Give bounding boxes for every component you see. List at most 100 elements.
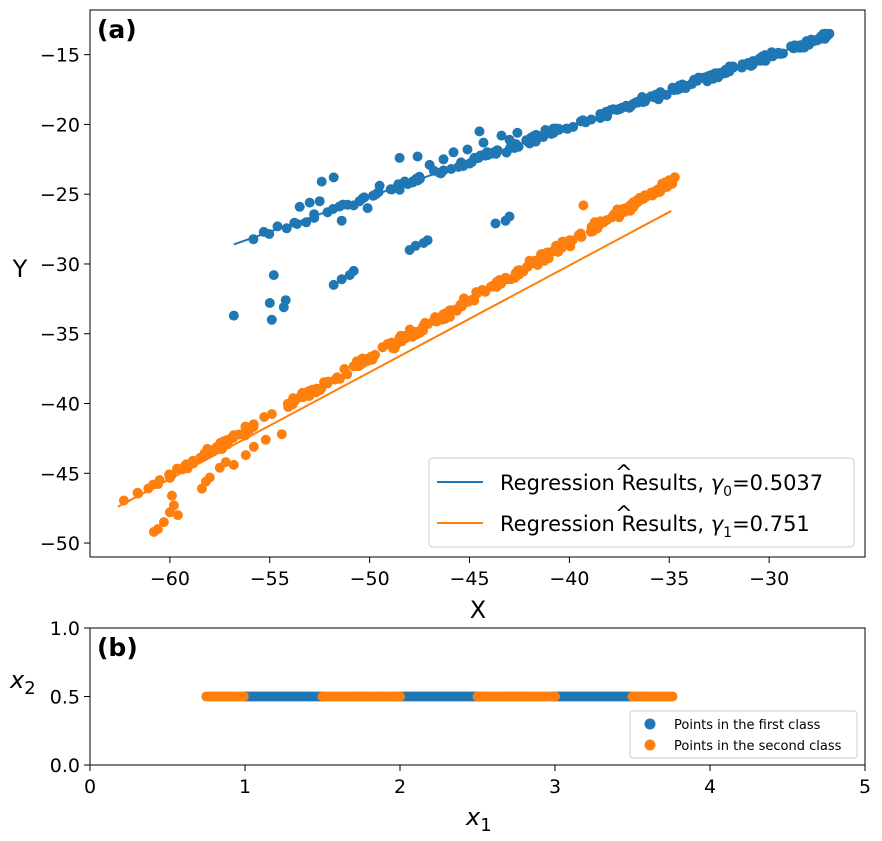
scatter-point (628, 201, 639, 212)
scatter-point (438, 309, 449, 320)
scatter-point (423, 319, 434, 329)
scatter-point (374, 180, 385, 191)
y-tick-label: −30 (40, 254, 80, 276)
scatter-point (667, 691, 678, 702)
x-tick-label: 3 (549, 776, 561, 798)
y-tick-label: −25 (40, 184, 80, 206)
panel-a-x-axis-label: X (470, 596, 486, 624)
scatter-point (553, 241, 564, 252)
scatter-point (336, 215, 347, 226)
scatter-point (336, 274, 347, 285)
scatter-point (412, 151, 423, 162)
scatter-point (504, 134, 515, 145)
y-tick-label: 1.0 (50, 618, 80, 640)
panel-b-points (201, 691, 678, 702)
legend-label-first-class: Points in the first class (674, 718, 821, 733)
scatter-point (202, 443, 213, 454)
scatter-point (550, 691, 560, 702)
scatter-point (315, 385, 325, 396)
panel-b-x-ticks: 0 1 2 3 4 5 (84, 765, 871, 798)
scatter-point (328, 172, 339, 183)
scatter-point (448, 305, 459, 315)
scatter-point (448, 147, 459, 158)
x-tick-label: −30 (749, 568, 789, 590)
scatter-point (377, 342, 388, 353)
scatter-point (294, 201, 305, 212)
scatter-point (248, 419, 259, 430)
scatter-point (284, 400, 295, 410)
scatter-point (240, 450, 251, 461)
regression-line-0 (233, 32, 834, 246)
scatter-point (575, 229, 586, 240)
scatter-point (166, 490, 177, 501)
scatter-point (212, 443, 223, 454)
y-tick-label: 0.5 (50, 687, 80, 709)
scatter-point (204, 472, 215, 483)
x-tick-label: −60 (150, 568, 190, 590)
scatter-point (228, 310, 239, 321)
x-tick-label: 4 (704, 776, 716, 798)
scatter-point (228, 459, 239, 470)
legend-label-regression-1: Regression Results, γ1=0.751 (500, 512, 810, 541)
scatter-point (598, 217, 609, 228)
scatter-point (462, 144, 473, 155)
scatter-point (430, 312, 441, 323)
scatter-point (386, 337, 397, 348)
panel-a-legend: Regression Results, γ0=0.5037 ^ Regressi… (428, 457, 855, 548)
x-tick-label: −35 (649, 568, 689, 590)
scatter-point (512, 127, 523, 138)
scatter-point (238, 691, 249, 702)
scatter-point (370, 349, 380, 360)
scatter-point (316, 176, 327, 187)
scatter-point (478, 137, 489, 148)
x-tick-label: −50 (350, 568, 390, 590)
scatter-point (304, 391, 315, 401)
panel-a-frame (89, 9, 866, 558)
scatter-point (266, 409, 277, 420)
x-tick-label: −45 (449, 568, 489, 590)
scatter-point (395, 691, 405, 702)
scatter-point (422, 235, 433, 246)
scatter-point (664, 175, 675, 186)
scatter-point (606, 212, 617, 223)
panel-a-x-ticks: −60 −55 −50 −45 −40 −35 −30 (150, 557, 789, 590)
panel-a-label: (a) (97, 15, 137, 44)
scatter-point (259, 412, 270, 422)
scatter-point (314, 196, 325, 207)
legend-label-second-class: Points in the second class (674, 739, 842, 754)
panel-b-x-axis-label: x1 (465, 803, 492, 836)
scatter-point (540, 125, 551, 135)
scatter-point (304, 197, 315, 208)
scatter-point (496, 130, 507, 141)
panel-b: 0 1 2 3 4 5 0.0 0.5 1.0 (b) x1 x2 Points in the… (9, 618, 871, 836)
scatter-point (348, 265, 359, 276)
scatter-point (524, 255, 535, 266)
scatter-point (248, 441, 259, 452)
legend-label-regression-0: Regression Results, γ0=0.5037 (500, 471, 823, 500)
legend-hat-0: ^ (615, 461, 633, 485)
scatter-point (268, 270, 279, 281)
scatter-point (172, 510, 183, 521)
panel-a: −60 −55 −50 −45 −40 −35 −30 −50 −45 −40 −35 −30 −25… (12, 9, 866, 624)
legend-marker-first-class (644, 718, 656, 730)
panel-a-regression-lines (117, 32, 834, 508)
panel-b-y-axis-label: x2 (9, 666, 36, 699)
scatter-point (168, 500, 179, 511)
legend-hat-1: ^ (615, 502, 633, 526)
scatter-point (474, 126, 485, 137)
panel-b-legend-box (629, 710, 858, 759)
panel-b-label: (b) (97, 633, 138, 662)
scatter-point (158, 517, 169, 528)
scatter-point (276, 429, 287, 440)
scatter-point (342, 369, 353, 380)
scatter-point (394, 152, 405, 163)
x-tick-label: 5 (859, 776, 871, 798)
scatter-point (328, 279, 339, 290)
scatter-point (404, 324, 415, 335)
scatter-point (537, 251, 548, 262)
scatter-point (260, 434, 271, 445)
panel-a-legend-box (428, 457, 855, 548)
y-tick-label: −35 (40, 324, 80, 346)
scatter-point (502, 274, 513, 285)
